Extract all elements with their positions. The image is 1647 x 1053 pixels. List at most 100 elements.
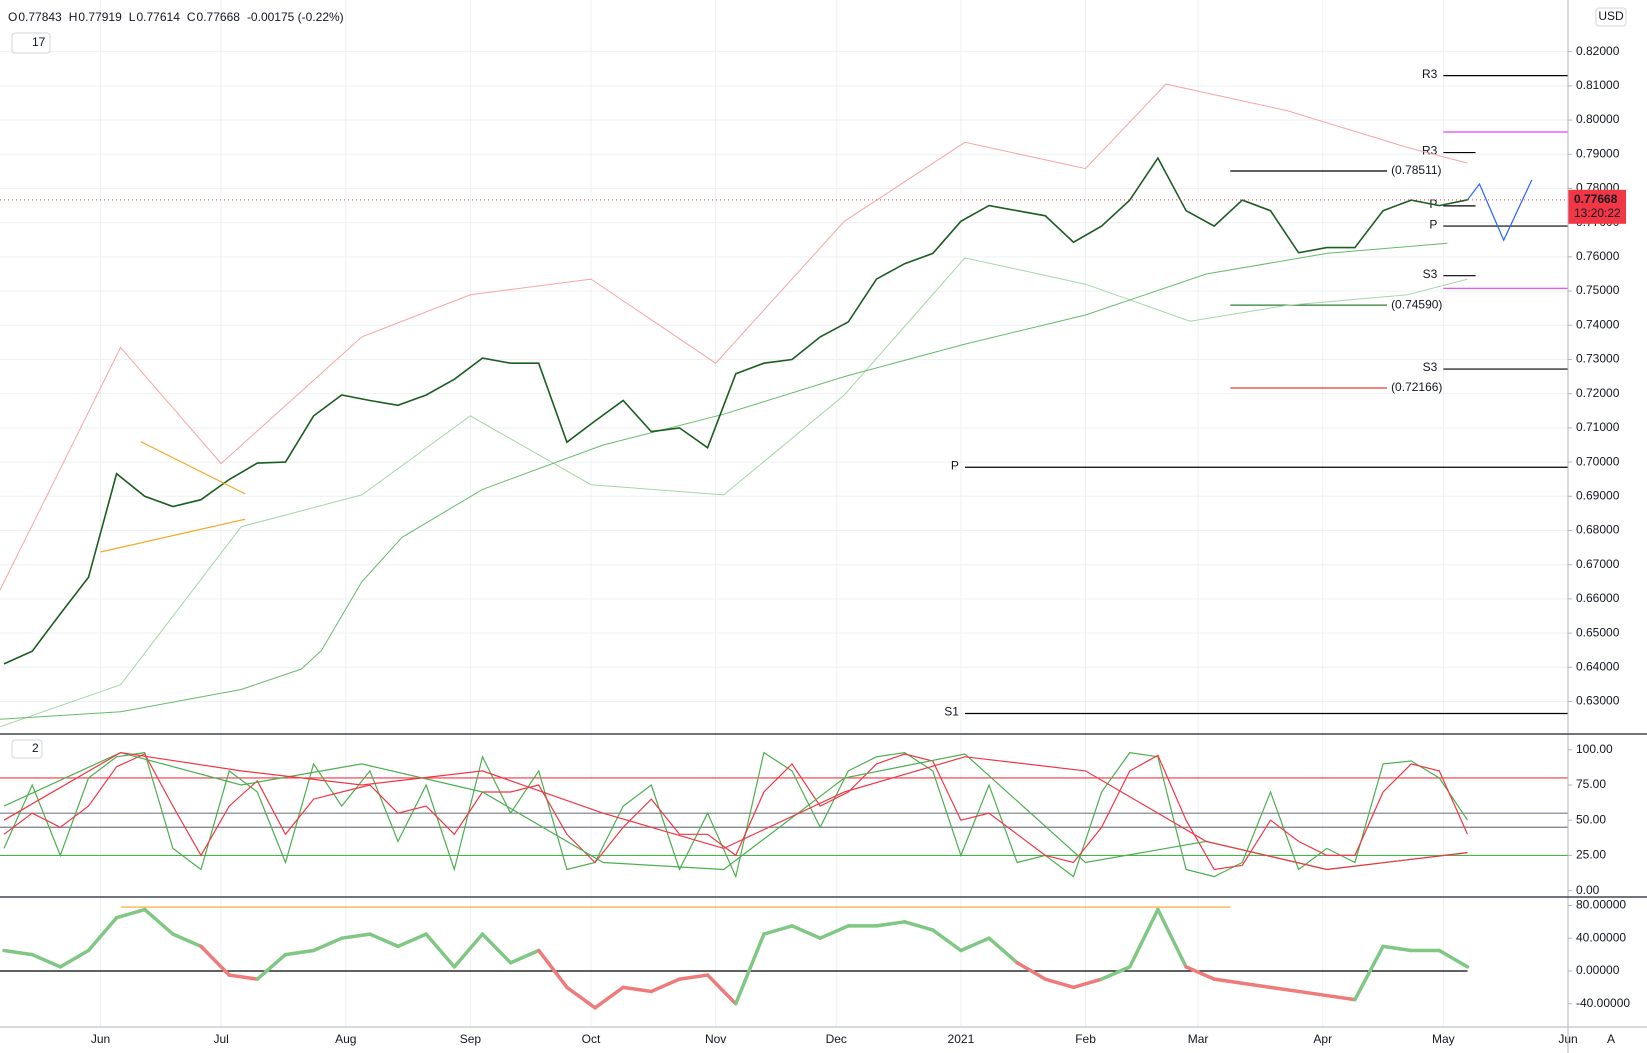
y-tick-label: 0.69000 (1576, 488, 1620, 502)
momentum-segment (931, 928, 963, 953)
y-tick-label: 0.81000 (1576, 78, 1620, 92)
momentum-segment (199, 944, 231, 977)
y-tick-label: 0.67000 (1576, 557, 1620, 571)
momentum-segment (734, 932, 766, 1006)
momentum-segment (452, 932, 485, 969)
momentum-segment (1099, 965, 1132, 981)
x-tick-label: Apr (1313, 1032, 1332, 1046)
y-tick-label: -40.00000 (1576, 996, 1630, 1010)
momentum-segment (790, 924, 822, 940)
momentum-segment (396, 932, 428, 949)
y-tick-label: 0.70000 (1576, 454, 1620, 468)
level-label: R3 (1422, 67, 1438, 81)
ohlc-value: 0.77919 (78, 10, 122, 24)
momentum-segment (818, 924, 851, 940)
pane-label-box[interactable] (11, 739, 43, 759)
interval-box[interactable] (11, 32, 51, 54)
y-tick-label: 0.76000 (1576, 249, 1620, 263)
x-tick-label: Oct (582, 1032, 601, 1046)
level-label: (0.78511) (1391, 163, 1441, 177)
y-tick-label: 0.64000 (1576, 659, 1620, 673)
momentum-segment (621, 985, 654, 994)
momentum-segment (593, 985, 625, 1010)
trendline (140, 441, 246, 495)
momentum-segment (508, 948, 541, 965)
y-tick-label: 0.82000 (1576, 44, 1620, 58)
momentum-segment (311, 936, 344, 953)
x-tick-label: Nov (705, 1032, 726, 1046)
countdown: 13:20:22 (1574, 206, 1621, 220)
y-tick-label: 0.65000 (1576, 625, 1620, 639)
momentum-segment (705, 973, 738, 1006)
momentum-segment (480, 932, 513, 965)
momentum-segment (1212, 977, 1245, 986)
level-label: (0.74590) (1391, 297, 1442, 311)
level-label: S3 (1423, 360, 1438, 374)
momentum-segment (142, 907, 175, 936)
y-tick-label: 0.63000 (1576, 694, 1620, 708)
momentum-segment (1437, 948, 1470, 969)
momentum-segment (1296, 989, 1329, 998)
y-tick-label: 0.00000 (1576, 963, 1620, 977)
momentum-segment (339, 932, 372, 940)
x-tick-label: Sep (460, 1032, 482, 1046)
level-label: (0.72166) (1391, 380, 1442, 394)
y-tick-label: 50.00 (1576, 812, 1606, 826)
level-label: P (951, 458, 959, 472)
series-line (3, 751, 1468, 879)
ohlc-key: H (69, 10, 78, 24)
level-label: R3 (1422, 144, 1438, 158)
x-tick-label: Jul (213, 1032, 228, 1046)
series-line (0, 83, 1468, 591)
last-price-tag (1568, 189, 1626, 224)
momentum-segment (677, 973, 710, 981)
momentum-segment (1268, 985, 1301, 994)
momentum-segment (1184, 965, 1216, 981)
ohlc-value: 0.77614 (136, 10, 180, 24)
ohlc-value: 0.77843 (18, 10, 62, 24)
momentum-segment (58, 948, 91, 969)
ohlc-key: L (129, 10, 136, 24)
momentum-segment (30, 952, 63, 969)
y-tick-label: 75.00 (1576, 777, 1606, 791)
ohlc-value: 0.77668 (197, 10, 241, 24)
momentum-segment (1156, 907, 1188, 969)
momentum-segment (1071, 977, 1104, 990)
y-tick-label: 40.00000 (1576, 930, 1626, 944)
y-tick-label: 80.00000 (1576, 898, 1626, 912)
momentum-segment (902, 920, 935, 932)
momentum-segment (2, 948, 34, 957)
y-tick-label: 0.74000 (1576, 317, 1620, 331)
y-tick-label: 25.00 (1576, 848, 1606, 862)
momentum-segment (424, 932, 457, 969)
currency-box[interactable] (1595, 7, 1627, 27)
level-label: S3 (1423, 267, 1438, 281)
momentum-segment (1325, 993, 1357, 1002)
momentum-segment (227, 973, 260, 981)
y-tick-label: 0.75000 (1576, 283, 1620, 297)
scale-mode[interactable]: A (1607, 1032, 1615, 1046)
level-label: S1 (944, 705, 959, 719)
momentum-segment (114, 907, 147, 920)
momentum-segment (255, 952, 288, 981)
x-tick-label: Jun (91, 1032, 110, 1046)
trendline (1467, 179, 1533, 242)
interval: 17 (32, 35, 46, 49)
momentum-segment (1381, 944, 1413, 953)
momentum-segment (987, 936, 1019, 965)
momentum-segment (565, 985, 597, 1010)
ohlc-key: C (187, 10, 196, 24)
series-line (0, 242, 1448, 720)
momentum-segment (1240, 981, 1273, 990)
momentum-segment (959, 936, 991, 953)
momentum-segment (1128, 907, 1160, 969)
momentum-segment (368, 932, 400, 949)
level-label: P (1429, 217, 1437, 231)
y-tick-label: 0.68000 (1576, 523, 1620, 537)
series-line (3, 156, 1468, 665)
momentum-segment (536, 948, 569, 990)
momentum-segment (283, 948, 316, 957)
y-tick-label: 0.79000 (1576, 146, 1620, 160)
y-tick-label: 0.73000 (1576, 352, 1620, 366)
